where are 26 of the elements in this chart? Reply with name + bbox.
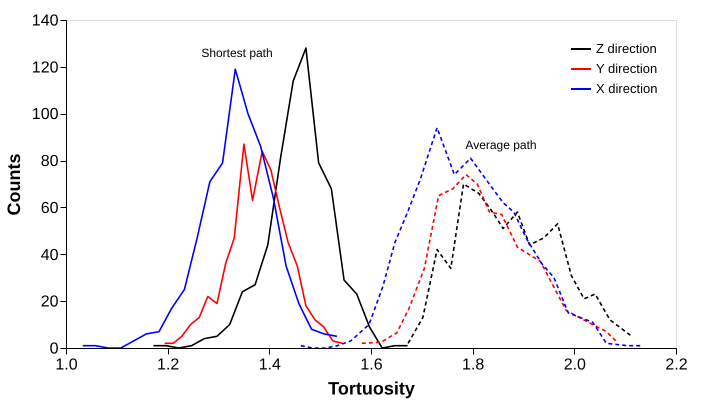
x-tick-label: 1.0: [55, 356, 78, 374]
y-tick-label: 100: [32, 106, 59, 124]
y-tick-label: 60: [40, 200, 59, 217]
x-tick-label: 1.6: [360, 356, 383, 374]
y-tick-label: 20: [40, 294, 59, 311]
legend-label: X direction: [596, 81, 658, 96]
x-axis-title: Tortuosity: [328, 378, 415, 398]
y-tick-label: 80: [40, 153, 59, 170]
legend-label: Z direction: [596, 41, 657, 56]
x-tick-label: 1.8: [462, 356, 484, 374]
y-axis-title: Counts: [4, 154, 24, 216]
y-tick-label: 120: [32, 59, 59, 76]
line-series: [300, 126, 642, 348]
annotation: Shortest path: [201, 46, 273, 60]
x-tick-label: 1.2: [157, 356, 180, 374]
line-series: [361, 174, 617, 344]
x-tick-label: 2.2: [665, 356, 688, 374]
x-tick-label: 1.4: [258, 356, 282, 374]
x-tick-label: 2.0: [564, 356, 586, 374]
y-tick-label: 140: [32, 12, 59, 30]
annotation: Average path: [465, 138, 537, 152]
legend-label: Y direction: [596, 61, 658, 76]
line-series: [82, 68, 338, 348]
y-tick-label: 0: [50, 340, 59, 358]
line-series: [164, 143, 344, 344]
y-tick-label: 40: [40, 246, 59, 264]
